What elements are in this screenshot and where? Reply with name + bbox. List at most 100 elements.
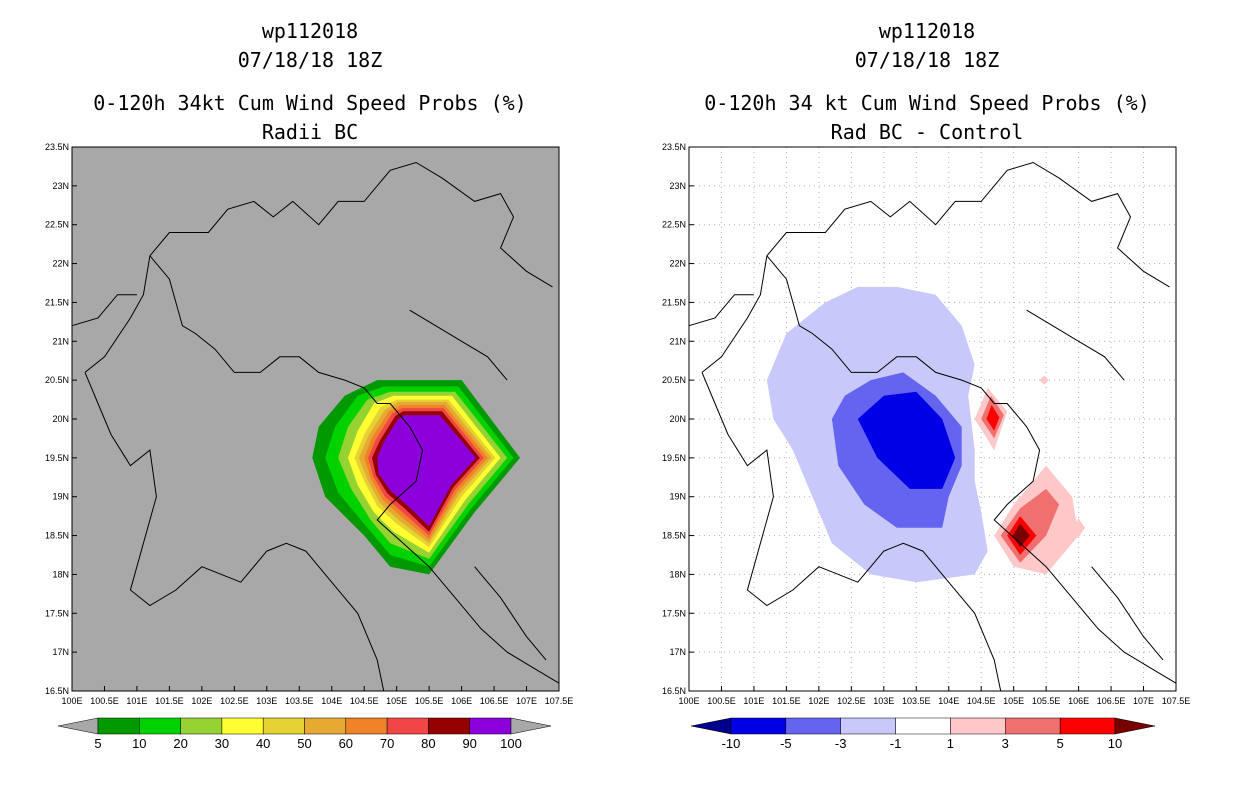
y-tick-label: 19N [52,492,69,502]
x-tick-label: 107E [1133,696,1154,706]
y-tick-label: 18N [669,569,686,579]
right-x-ticks: 100E 100.5E 101E 101.5E 102E 102.5E 103E 103.5E… [678,686,1190,706]
y-tick-label: 20.5N [662,375,686,385]
y-tick-label: 23N [52,181,69,191]
x-tick-label: 103E [256,696,277,706]
contour-level-5 [986,405,1000,431]
left-colorbar-swatch [469,717,512,735]
country-border [688,294,754,327]
x-tick-label: 101E [743,696,764,706]
country-border [1026,309,1125,381]
x-tick-label: 104.5E [967,696,996,706]
left-colorbar-label: 5 [94,736,101,751]
x-tick-label: 107E [516,696,537,706]
x-tick-label: 106.5E [1097,696,1126,706]
country-border [409,309,508,381]
x-tick-label: 105E [386,696,407,706]
left-colorbar-label: 50 [297,736,311,751]
x-tick-label: 100.5E [707,696,736,706]
y-tick-label: 19.5N [45,453,69,463]
x-tick-label: 103.5E [902,696,931,706]
right-colorbar-swatch [1059,717,1116,735]
y-tick-label: 21.5N [45,297,69,307]
contour-level-1 [1072,518,1086,538]
right-difference-contours [766,286,1086,583]
y-tick-label: 23N [669,181,686,191]
left-y-ticks: 16.5N 17N 17.5N 18N 18.5N 19N 19.5N 20N 20.5N 21N… [45,142,77,696]
x-tick-label: 101E [126,696,147,706]
left-colorbar-label: 30 [215,736,229,751]
x-tick-label: 101.5E [155,696,184,706]
y-tick-label: 18N [52,569,69,579]
y-tick-label: 16.5N [45,686,69,696]
y-tick-label: 22N [52,259,69,269]
y-tick-label: 22.5N [45,220,69,230]
y-tick-label: 16.5N [662,686,686,696]
left-colorbar-label: 80 [421,736,435,751]
country-border [701,161,1170,373]
x-tick-label: 105.5E [1032,696,1061,706]
country-border [1091,566,1164,661]
x-tick-label: 104E [321,696,342,706]
x-tick-label: 103E [873,696,894,706]
left-colorbar-right-arrow [510,717,552,735]
right-title-experiment: Rad BC - Control [831,120,1024,144]
right-country-borders [688,161,1177,692]
x-tick-label: 102E [808,696,829,706]
y-tick-label: 17N [669,647,686,657]
contour-level-10 [1012,523,1030,548]
left-colorbar-swatch [221,717,264,735]
country-border [474,566,547,661]
left-probability-contours [312,380,520,575]
left-colorbar-left-arrow [57,717,99,735]
left-colorbar-label: 40 [256,736,270,751]
y-tick-label: 17.5N [45,608,69,618]
x-tick-label: 105E [1003,696,1024,706]
left-colorbar-swatch [97,717,140,735]
left-colorbar-label: 60 [339,736,353,751]
y-tick-label: 20.5N [45,375,69,385]
x-tick-label: 104.5E [350,696,379,706]
x-tick-label: 100E [61,696,82,706]
left-colorbar-swatch [180,717,223,735]
right-colorbar-right-arrow [1114,717,1156,735]
x-tick-label: 107.5E [545,696,574,706]
x-tick-label: 106.5E [480,696,509,706]
y-tick-label: 19N [669,492,686,502]
left-colorbar-label: 10 [132,736,146,751]
contour-level-90 [377,415,476,527]
left-title-storm-id: wp112018 [262,19,358,43]
right-colorbar-swatch [840,717,896,735]
left-title-datetime: 07/18/18 18Z [238,48,383,72]
country-border [84,161,553,373]
left-colorbar-swatch [428,717,470,735]
left-colorbar: 5 10 20 30 40 50 60 70 80 90 100 [57,717,552,751]
left-colorbar-swatch [262,717,305,735]
left-colorbar-swatch [386,717,429,735]
left-panel-radii-bc: wp112018 07/18/18 18Z 0-120h 34kt Cum Wi… [45,19,573,751]
x-tick-label: 102.5E [220,696,249,706]
x-tick-label: 102.5E [837,696,866,706]
y-tick-label: 17N [52,647,69,657]
right-colorbar-swatch [730,717,787,735]
x-tick-label: 104E [938,696,959,706]
y-tick-label: 21N [52,336,69,346]
y-tick-label: 22.5N [662,220,686,230]
right-colorbar-label: -3 [835,736,847,751]
right-colorbar-swatch [785,717,841,735]
right-colorbar-label: 10 [1108,736,1122,751]
right-y-ticks: 16.5N 17N 17.5N 18N 18.5N 19N 19.5N 20N 20.5N 21N… [662,142,694,696]
y-tick-label: 18.5N [45,531,69,541]
right-title-datetime: 07/18/18 18Z [855,48,1000,72]
y-tick-label: 23.5N [662,142,686,152]
left-colorbar-label: 70 [380,736,394,751]
right-colorbar-swatch [895,717,951,735]
right-panel-rad-bc-minus-control: wp112018 07/18/18 18Z 0-120h 34 kt Cum W… [662,19,1190,751]
right-title-storm-id: wp112018 [879,19,975,43]
y-tick-label: 19.5N [662,453,686,463]
country-border [149,255,560,684]
y-tick-label: 21N [669,336,686,346]
right-colorbar-swatch [950,717,1006,735]
right-title-product: 0-120h 34 kt Cum Wind Speed Probs (%) [704,91,1150,115]
left-colorbar-label: 20 [173,736,187,751]
